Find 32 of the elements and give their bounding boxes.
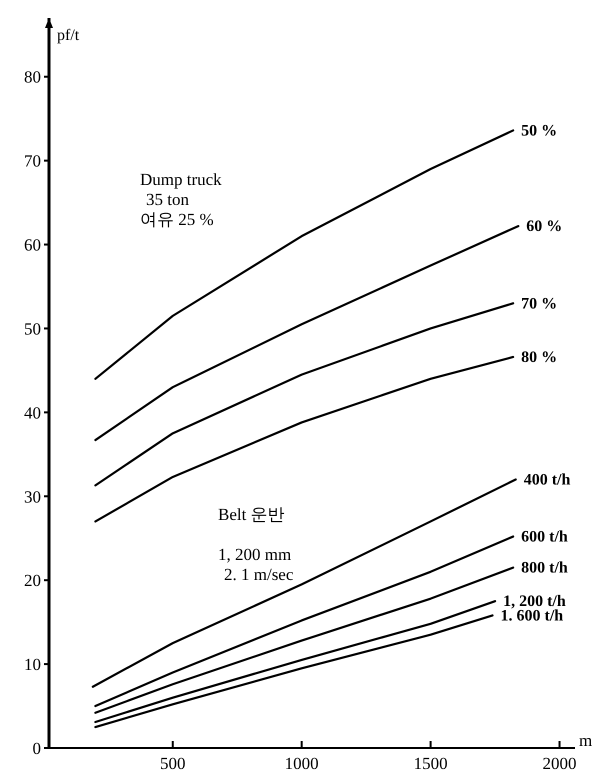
- x-tick-label: 2000: [542, 754, 577, 772]
- y-tick-label: 30: [24, 487, 41, 506]
- line-series: [94, 614, 494, 728]
- line-series: [94, 302, 514, 486]
- x-tick-label: 1500: [414, 754, 448, 772]
- line-series: [94, 566, 514, 714]
- series-label: 50 %: [521, 122, 558, 140]
- x-tick-label: 1000: [284, 754, 319, 772]
- y-tick-label: 20: [24, 571, 41, 590]
- x-tick-label: 500: [160, 754, 186, 772]
- series-label: 70 %: [521, 295, 558, 312]
- annotation: Dump truck 35 ton 여유 25 %: [140, 170, 222, 229]
- y-tick-label: 50: [24, 319, 41, 338]
- line-series: [94, 600, 496, 724]
- series-label: 600 t/h: [521, 528, 568, 546]
- series-label: 400 t/h: [524, 471, 570, 488]
- y-tick-label: 10: [24, 655, 41, 674]
- line-series: [94, 356, 514, 523]
- y-tick-label: 70: [24, 152, 41, 171]
- y-tick-label: 60: [24, 236, 41, 255]
- y-tick-label: 80: [24, 68, 41, 87]
- series-label: 80 %: [521, 348, 558, 366]
- line-series: [92, 478, 517, 688]
- text: Belt 운반 1, 200 mm 2. 1 m/sec: [218, 505, 294, 584]
- line-series: [94, 129, 514, 380]
- y-tick-label: 40: [24, 403, 41, 422]
- x-axis-title: m: [579, 731, 592, 750]
- series-label: 800 t/h: [521, 560, 568, 577]
- y-tick-label: 0: [32, 739, 41, 758]
- series-label: 60 %: [526, 218, 562, 236]
- line-series: [94, 535, 514, 708]
- y-axis-title: pf/t: [57, 27, 80, 44]
